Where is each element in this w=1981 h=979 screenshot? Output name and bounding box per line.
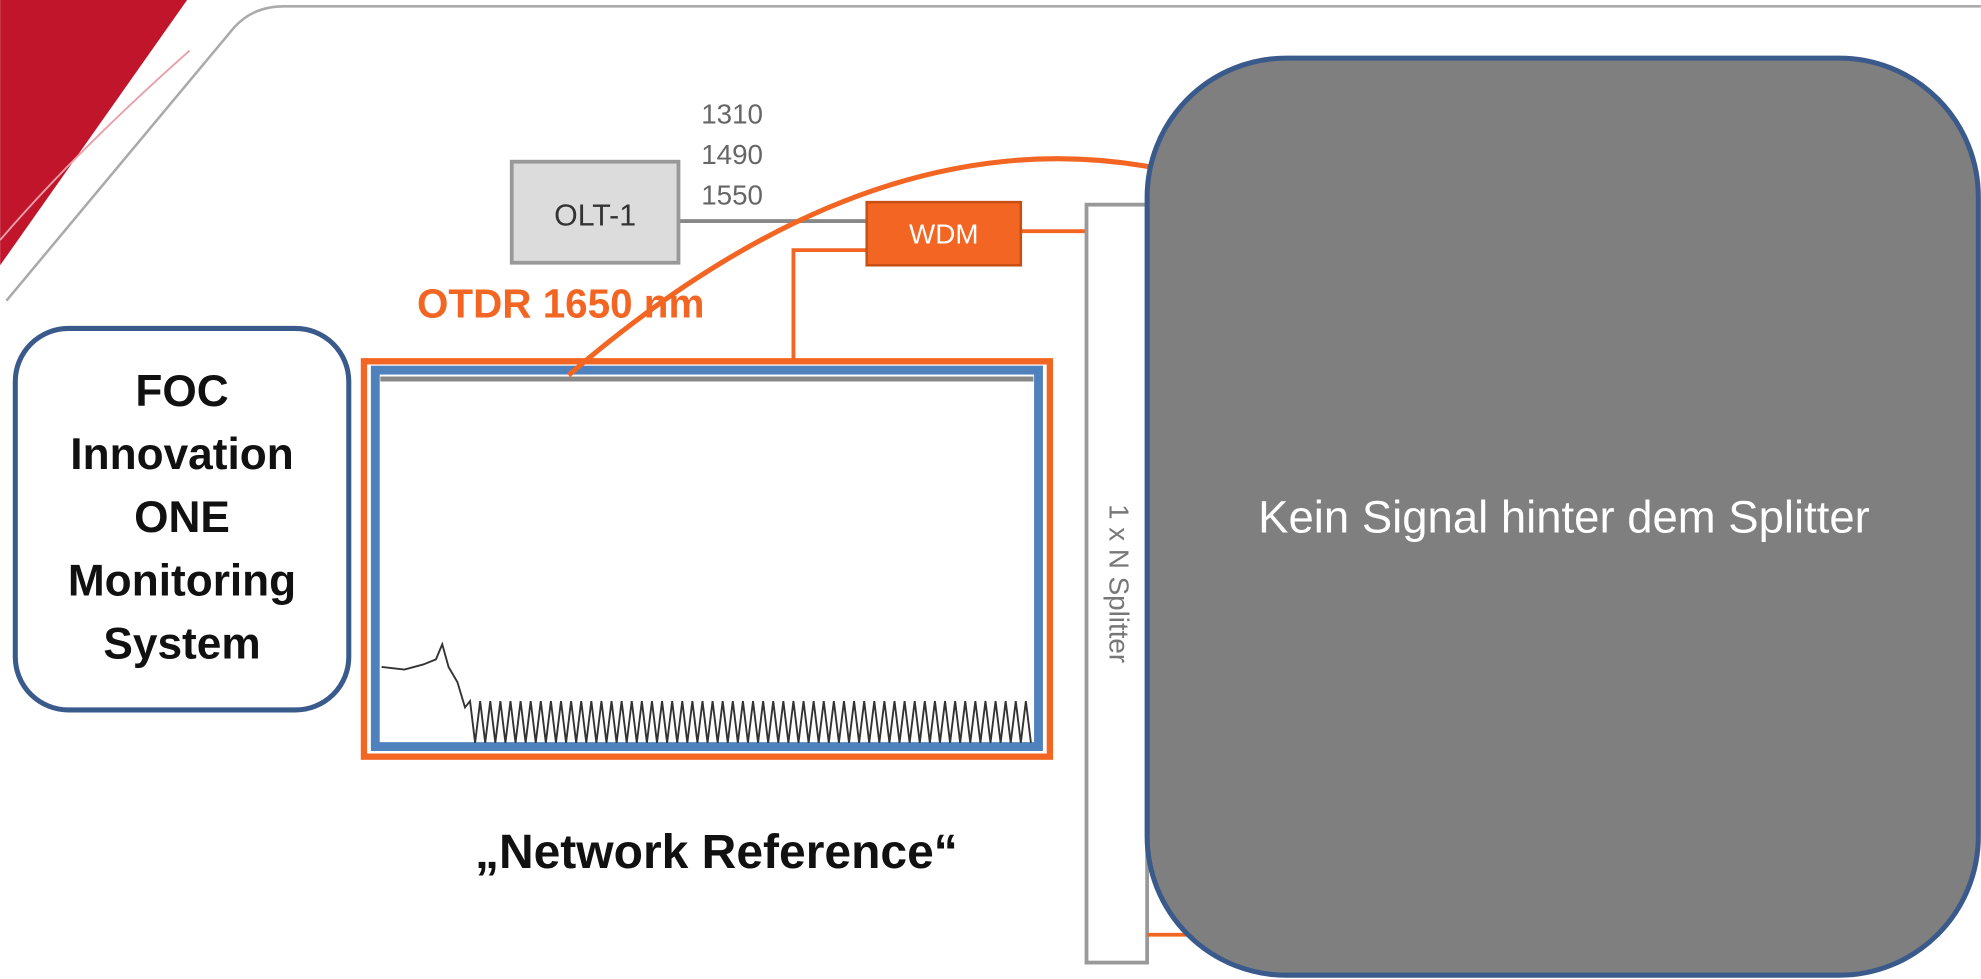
wavelength: 1490 bbox=[701, 139, 763, 170]
overlay-text: Kein Signal hinter dem Splitter bbox=[1258, 491, 1870, 542]
monitoring-line: ONE bbox=[134, 493, 230, 542]
slide: OLT-1 1310 1490 1550 WDM 1 x N Splitter … bbox=[0, 0, 1981, 979]
monitoring-line: FOC bbox=[135, 367, 228, 416]
otdr-panel bbox=[375, 370, 1038, 746]
otdr-label: OTDR 1650 nm bbox=[417, 281, 704, 327]
fiber-line bbox=[793, 250, 866, 361]
olt-label: OLT-1 bbox=[554, 199, 636, 232]
monitoring-line: Innovation bbox=[70, 430, 293, 479]
wdm-label: WDM bbox=[909, 219, 978, 250]
splitter-label: 1 x N Splitter bbox=[1103, 504, 1134, 663]
wavelength: 1310 bbox=[701, 99, 763, 130]
corner-accent bbox=[0, 0, 187, 265]
monitoring-line: System bbox=[103, 619, 260, 668]
caption: „Network Reference“ bbox=[475, 826, 958, 879]
monitoring-line: Monitoring bbox=[68, 556, 296, 605]
page: OLT-1 1310 1490 1550 WDM 1 x N Splitter … bbox=[0, 0, 1981, 979]
wavelength: 1550 bbox=[701, 179, 763, 210]
